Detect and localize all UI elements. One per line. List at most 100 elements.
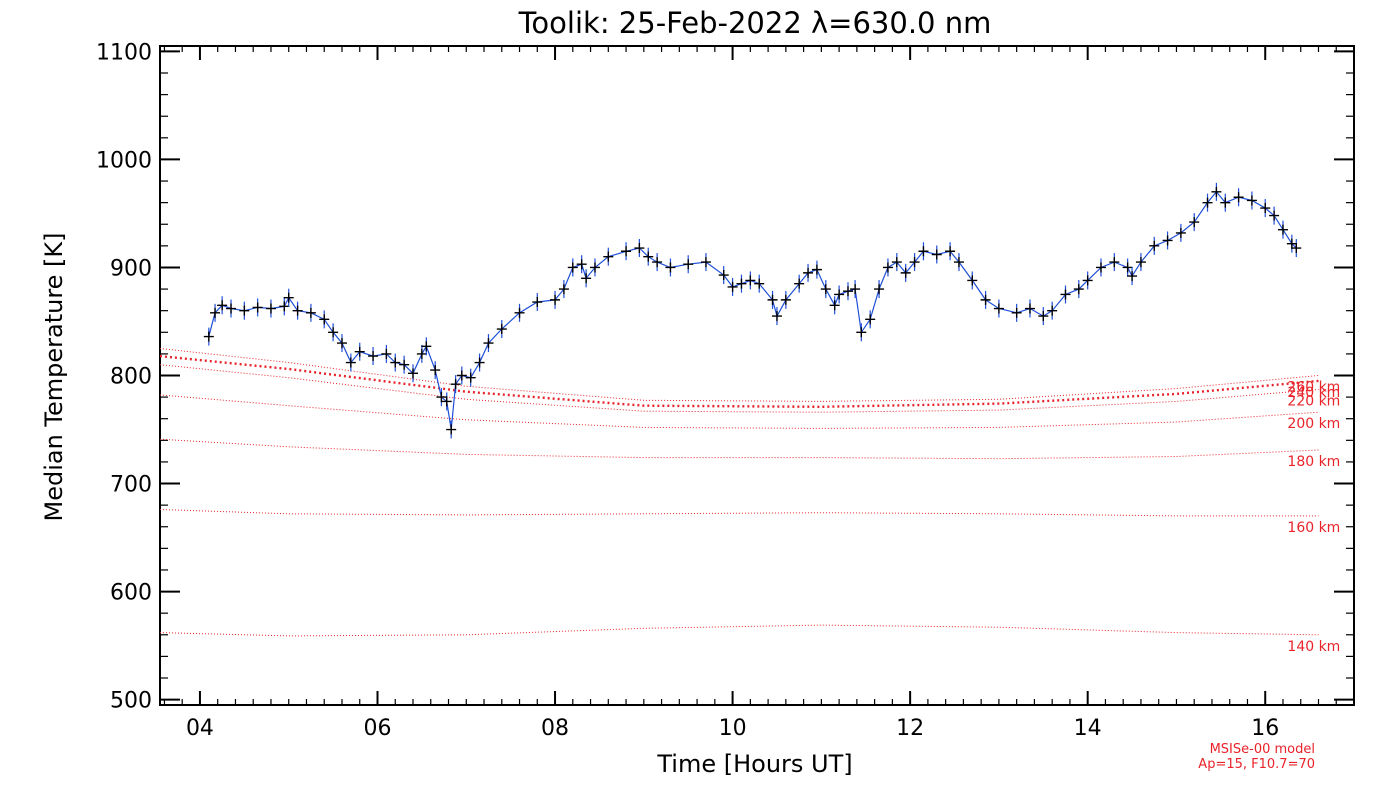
data-point [882,262,893,273]
data-point [210,307,221,318]
data-point [203,331,214,342]
data-point [842,286,853,297]
data-point [1277,224,1288,235]
data-point [550,294,561,305]
data-point [345,357,356,368]
y-tick-label: 700 [110,473,152,498]
data-point [909,257,920,268]
x-tick-label: 04 [186,716,214,741]
data-point [450,379,461,390]
data-point [865,314,876,325]
data-point [665,262,676,273]
data-point [780,294,791,305]
model-line-label: 260 km [1287,380,1340,396]
model-line-label: 140 km [1287,639,1340,655]
y-tick-label: 1000 [96,148,152,173]
data-point [1047,305,1058,316]
data-point [408,368,419,379]
model-line [160,394,1319,429]
data-point [368,351,379,362]
data-point [239,305,250,316]
data-point [456,370,467,381]
data-point [265,303,276,314]
model-line [160,438,1319,460]
data-point [1122,262,1133,273]
data-point [226,303,237,314]
data-point [874,284,885,295]
data-point [305,307,316,318]
data-point [1060,289,1071,300]
data-point [1260,203,1271,214]
data-layer [160,182,1319,637]
data-point [328,327,339,338]
model-params-note: Ap=15, F10.7=70 [1198,757,1315,772]
model-line [160,624,1319,637]
data-point [634,243,645,254]
data-point [953,257,964,268]
data-point [643,251,654,262]
data-point [727,281,738,292]
data-point [581,273,592,284]
data-point [496,324,507,335]
data-point [416,348,427,359]
data-point [736,278,747,289]
y-axis-label: Median Temperature [K] [40,232,68,521]
data-point [829,300,840,311]
data-point [850,284,861,295]
x-tick-label: 16 [1251,716,1279,741]
data-point [1175,227,1186,238]
data-point [354,346,365,357]
data-point [558,284,569,295]
data-point [1038,311,1049,322]
model-line [160,364,1319,413]
data-point [820,284,831,295]
model-line-label: 240 km [1287,385,1340,401]
data-point [279,301,290,312]
data-point [446,424,457,435]
data-point [576,259,587,270]
data-point [421,341,432,352]
y-tick-label: 900 [110,256,152,281]
measured-line [208,190,1297,430]
data-point [652,257,663,268]
data-point [589,262,600,273]
y-tick-label: 800 [110,365,152,390]
data-point [834,289,845,300]
data-point [252,302,263,313]
x-tick-label: 08 [541,716,569,741]
plot-area: 04 06 08 10 12 14 16 500 600 700 800 900 1000 1100 260… [96,40,1355,741]
data-point [319,314,330,325]
model-line-label: 200 km [1287,416,1340,432]
data-point [993,303,1004,314]
data-point [1246,195,1257,206]
data-point [465,372,476,383]
model-line-label: 180 km [1287,454,1340,470]
data-point [621,246,632,257]
data-point [811,264,822,275]
data-point [1202,197,1213,208]
data-point [430,365,441,376]
data-point [794,278,805,289]
data-point [1109,257,1120,268]
data-point [1220,197,1231,208]
model-line [160,348,1319,402]
data-point [918,246,929,257]
model-line [160,354,1319,409]
data-point [891,257,902,268]
x-tick-label: 12 [896,716,924,741]
data-point [683,259,694,270]
data-point [399,359,410,370]
data-point [603,251,614,262]
data-point [283,292,294,303]
data-point [1291,243,1302,254]
x-axis-label: Time [Hours UT] [656,750,852,778]
y-tick-label: 500 [110,689,152,714]
model-line-label: 220 km [1287,394,1340,410]
data-point [1073,284,1084,295]
data-point [1024,303,1035,314]
data-point [1011,307,1022,318]
data-point [1269,210,1280,221]
data-point [767,294,778,305]
data-point [980,294,991,305]
data-point [700,257,711,268]
